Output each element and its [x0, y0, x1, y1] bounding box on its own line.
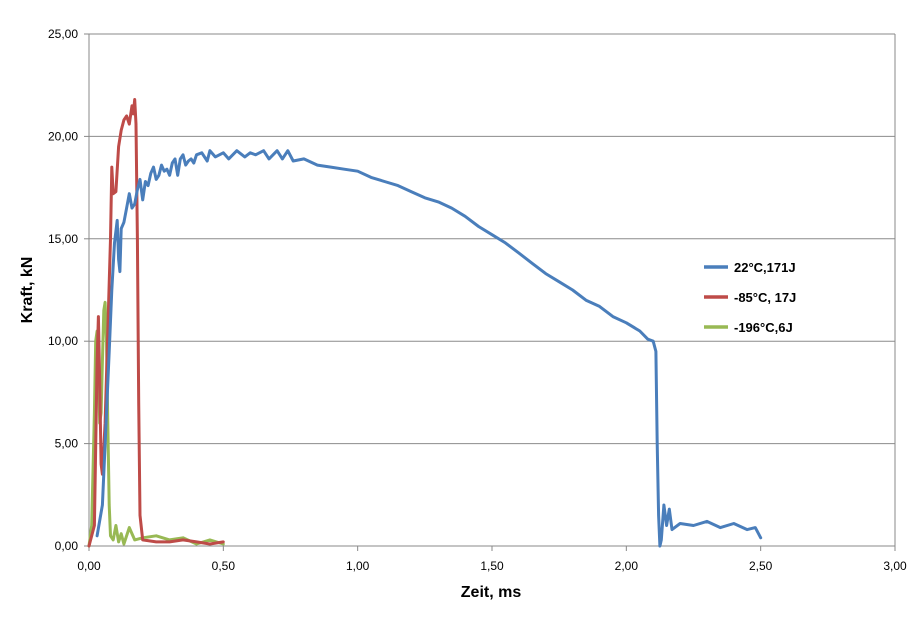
y-tick-label: 0,00	[55, 539, 79, 553]
y-tick-labels: 0,00 5,00 10,00 15,00 20,00 25,00	[48, 27, 89, 553]
y-tick-label: 5,00	[55, 437, 79, 451]
series-line-1	[87, 98, 225, 548]
y-axis-title: Kraft, kN	[19, 257, 36, 324]
legend: 22°C,171J -85°C, 17J -196°C,6J	[704, 260, 796, 335]
series-lines	[87, 98, 763, 548]
x-tick-labels: 0,00 0,50 1,00 1,50 2,00 2,50 3,00	[77, 546, 907, 573]
x-tick-label: 0,00	[77, 559, 101, 573]
y-tick-label: 15,00	[48, 232, 78, 246]
gridlines	[89, 135, 895, 445]
x-tick-label: 1,50	[480, 559, 504, 573]
legend-label: 22°C,171J	[734, 260, 796, 275]
y-tick-label: 25,00	[48, 27, 78, 41]
y-tick-label: 20,00	[48, 129, 78, 143]
y-tick-label: 10,00	[48, 334, 78, 348]
x-tick-label: 2,00	[615, 559, 639, 573]
x-tick-label: 0,50	[212, 559, 236, 573]
x-axis-title: Zeit, ms	[461, 584, 522, 601]
x-tick-label: 2,50	[749, 559, 773, 573]
legend-label: -196°C,6J	[734, 320, 793, 335]
legend-label: -85°C, 17J	[734, 290, 796, 305]
x-tick-label: 1,00	[346, 559, 370, 573]
series-line-0	[95, 149, 763, 548]
x-tick-label: 3,00	[883, 559, 907, 573]
